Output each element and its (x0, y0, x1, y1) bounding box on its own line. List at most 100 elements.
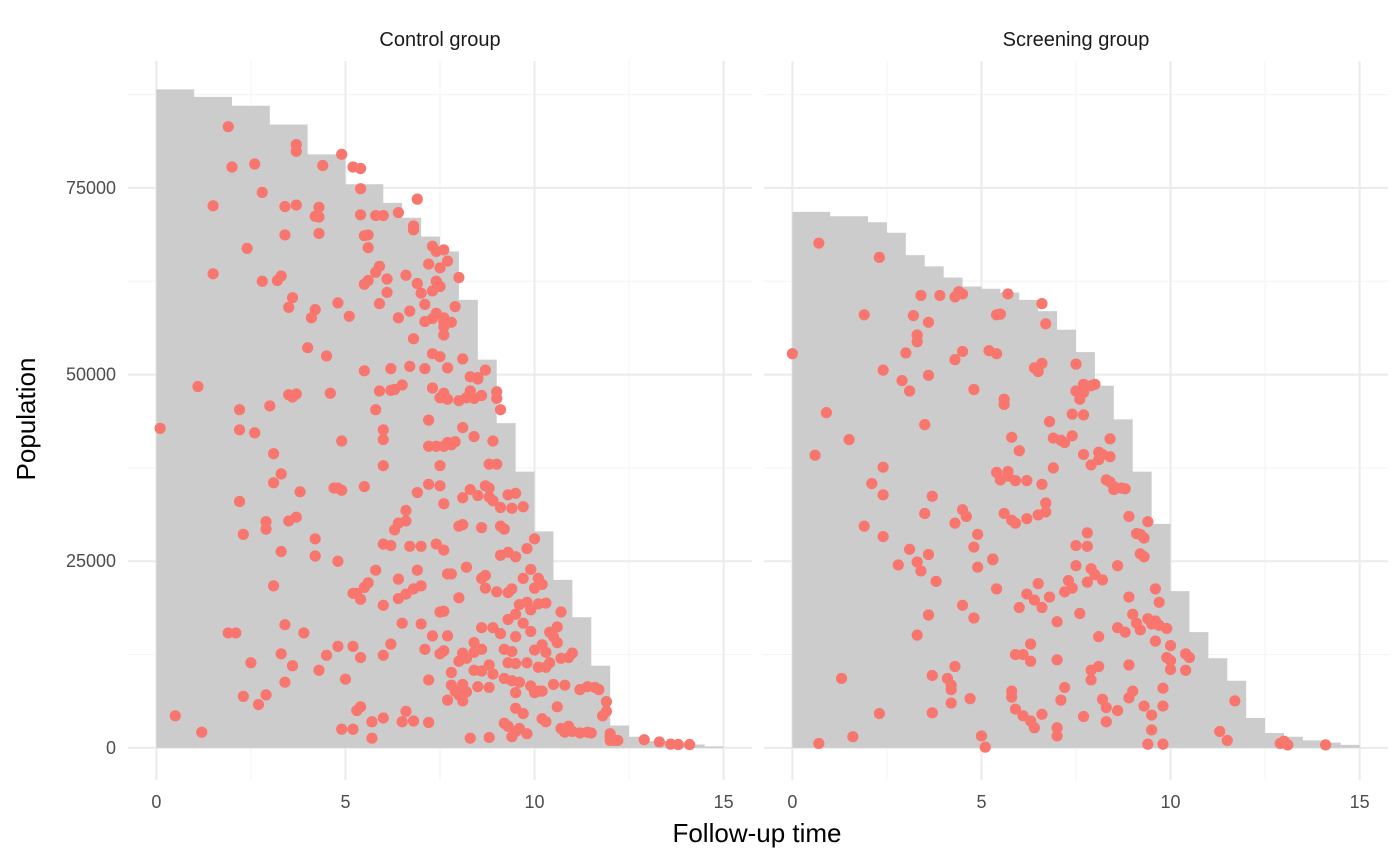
data-point (358, 480, 370, 493)
data-point (241, 242, 253, 255)
data-point (370, 404, 382, 416)
data-point (472, 373, 484, 385)
data-point (684, 738, 696, 751)
data-point (237, 528, 249, 540)
data-point (843, 433, 855, 446)
data-point (915, 565, 927, 577)
data-point (1013, 601, 1025, 614)
data-point (468, 430, 480, 443)
data-point (1123, 510, 1135, 523)
data-point (820, 407, 833, 419)
data-point (396, 716, 408, 728)
data-point (487, 495, 499, 507)
data-point (441, 630, 454, 642)
data-point (956, 345, 969, 358)
data-point (434, 262, 446, 274)
data-point (302, 342, 314, 354)
data-point (377, 460, 389, 472)
data-point (320, 649, 333, 661)
data-point (1282, 739, 1294, 751)
x-tick-label: 5 (340, 792, 350, 812)
panel-1: Control group 0 5 10 15 0 25000 50000 75000 (66, 29, 752, 812)
data-point (536, 578, 548, 590)
data-point (264, 400, 276, 412)
data-point (877, 364, 889, 376)
data-point (506, 645, 518, 658)
data-point (268, 580, 280, 592)
data-point (1093, 631, 1105, 643)
data-point (400, 515, 412, 527)
data-point (1077, 386, 1090, 399)
data-point (494, 501, 507, 514)
data-point (934, 289, 946, 302)
data-point (911, 336, 923, 348)
data-point (487, 622, 499, 634)
data-point (290, 199, 302, 211)
data-point (528, 533, 541, 545)
data-point (540, 646, 552, 658)
data-point (1077, 448, 1090, 461)
data-point (400, 705, 412, 717)
data-point (960, 510, 972, 523)
data-point (1021, 475, 1033, 487)
data-point (612, 734, 624, 747)
data-point (1112, 704, 1124, 717)
data-point (1021, 513, 1033, 525)
data-point (354, 651, 367, 664)
data-point (1077, 409, 1090, 421)
data-point (491, 458, 503, 470)
data-point (483, 681, 495, 694)
data-point (513, 676, 526, 688)
data-point (339, 673, 352, 685)
data-point (1138, 700, 1150, 712)
data-point (249, 427, 261, 439)
data-point (1119, 626, 1131, 638)
data-point (290, 511, 302, 523)
data-point (1183, 651, 1196, 664)
data-point (498, 523, 510, 535)
data-point (290, 388, 302, 400)
data-point (919, 507, 931, 520)
data-point (1036, 601, 1048, 614)
data-point (362, 242, 374, 254)
data-point (1070, 560, 1082, 572)
data-point (445, 666, 457, 679)
data-point (411, 193, 423, 205)
data-point (979, 741, 991, 753)
data-point (922, 548, 935, 561)
data-point (1100, 701, 1112, 714)
data-point (551, 701, 563, 713)
data-point (381, 273, 393, 285)
data-point (317, 159, 329, 172)
data-point (1066, 430, 1078, 442)
data-point (1164, 663, 1177, 676)
data-point (392, 312, 404, 324)
data-point (1070, 358, 1082, 370)
data-point (922, 609, 935, 621)
data-point (896, 374, 908, 387)
data-point (559, 679, 571, 691)
data-point (460, 561, 473, 573)
data-point (1025, 655, 1037, 667)
data-point (1112, 560, 1124, 572)
data-point (585, 727, 597, 739)
data-point (336, 148, 348, 160)
data-point (472, 489, 484, 502)
data-point (249, 158, 261, 170)
data-point (279, 200, 291, 213)
data-point (411, 277, 423, 290)
data-point (457, 695, 469, 707)
data-point (1043, 416, 1056, 428)
data-point (377, 649, 389, 661)
data-point (313, 664, 325, 676)
data-point (858, 309, 870, 321)
data-point (1077, 710, 1090, 723)
data-point (1157, 738, 1169, 750)
data-point (154, 422, 166, 434)
data-point (968, 541, 980, 553)
data-point (362, 229, 374, 241)
data-point (1047, 462, 1059, 474)
data-point (419, 298, 431, 310)
data-point (275, 468, 287, 480)
data-point (438, 544, 450, 556)
